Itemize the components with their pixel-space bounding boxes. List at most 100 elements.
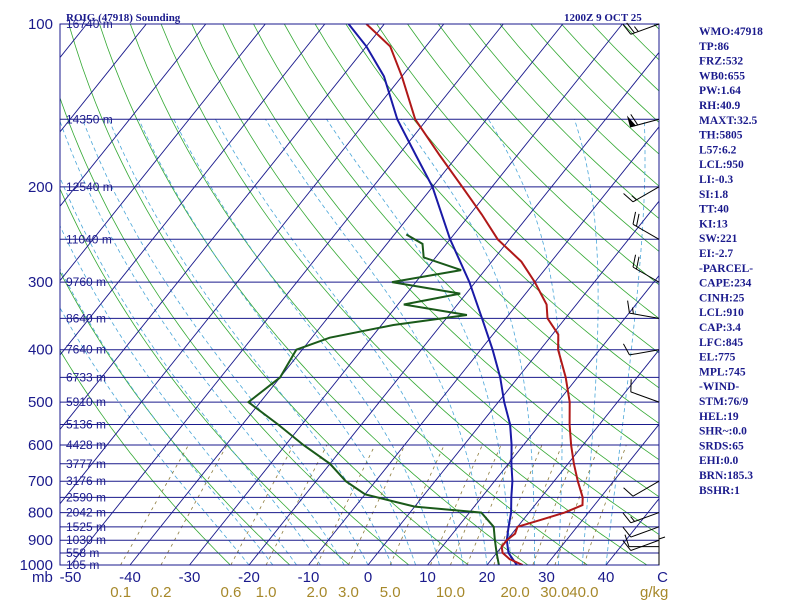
stat-line: KI:13: [699, 218, 728, 230]
wind-barb: [622, 539, 660, 551]
temperature-tick-label: -30: [179, 569, 201, 586]
isotherm-line: [60, 24, 147, 133]
mixing-ratio-lines: [120, 444, 627, 565]
height-label: 8640 m: [66, 311, 106, 325]
wind-barb: [623, 480, 660, 497]
moist-adiabat-line: [108, 119, 393, 565]
pressure-tick-label: 300: [28, 274, 53, 291]
mixing-ratio-tick-label: 40.0: [569, 584, 598, 600]
wind-barb-half: [631, 307, 634, 314]
wind-barb-staff: [629, 349, 660, 356]
height-label: 5910 m: [66, 395, 106, 409]
wind-barb: [622, 343, 660, 356]
dry-adiabat-line: [561, 24, 659, 123]
mixing-ratio-line: [389, 444, 445, 565]
pressure-tick-label: 600: [28, 437, 53, 454]
moist-adiabat-line: [265, 119, 488, 565]
wind-barb: [626, 114, 660, 128]
dewpoint-line: [246, 233, 500, 565]
stat-line: TH:5805: [699, 130, 743, 142]
wind-barb-full: [635, 213, 640, 227]
dry-adiabat-line: [222, 24, 659, 498]
moist-adiabat-line: [60, 268, 274, 565]
isotherm-line: [248, 51, 659, 565]
sounding-profiles: [246, 24, 584, 565]
mixing-ratio-line: [160, 444, 228, 565]
wind-barb-full: [622, 540, 632, 551]
moist-adiabat-line: [82, 119, 369, 565]
stat-line: CINH:25: [699, 292, 745, 304]
isotherm-line: [308, 126, 659, 565]
wind-barb-full: [635, 256, 640, 270]
height-label: 3176 m: [66, 474, 106, 488]
temperature-tick-label: -10: [298, 569, 320, 586]
pressure-tick-label: 1000: [20, 557, 53, 574]
moist-adiabat-line: [605, 119, 646, 565]
wind-barb-full: [627, 300, 630, 314]
wind-barb-flag: [626, 115, 636, 128]
stat-line: L57:6.2: [699, 144, 737, 156]
wind-barb-staff: [630, 526, 660, 538]
stat-line: WMO:47918: [699, 26, 763, 38]
mixing-ratio-tick-label: 20.0: [500, 584, 529, 600]
stat-line: EHI:0.0: [699, 455, 739, 467]
chart-title: ROIG (47918) Sounding: [66, 12, 181, 24]
wind-barb-staff: [632, 186, 660, 203]
wind-barb-full: [630, 114, 639, 126]
mixing-ratio-line: [532, 444, 579, 565]
temperature-tick-label: -50: [60, 569, 82, 586]
isotherm-line: [70, 24, 504, 565]
moist-adiabat-line: [400, 119, 535, 565]
stat-line: FRZ:532: [699, 56, 743, 68]
wind-barb-full: [623, 487, 634, 497]
stat-line: LCL:950: [699, 159, 744, 171]
mixing-ratio-tick-label: 30.0: [540, 584, 569, 600]
dry-adiabat-line: [777, 24, 800, 565]
height-label: 1525 m: [66, 520, 106, 534]
mixing-ratio-line: [316, 444, 376, 565]
moist-adiabat-line: [60, 120, 345, 565]
moist-adiabat-line: [138, 119, 416, 565]
wind-barb-half: [634, 26, 639, 32]
moist-adiabat-line: [326, 119, 512, 565]
isotherm-line: [60, 24, 207, 207]
stat-line: LI:-0.3: [699, 174, 733, 186]
mixing-ratio-line: [430, 444, 483, 565]
stat-line: RH:40.9: [699, 100, 740, 112]
height-label: 558 m: [66, 546, 99, 560]
height-label: 2590 m: [66, 490, 106, 504]
pressure-tick-label: 800: [28, 505, 53, 522]
mixing-ratio-tick-label: 2.0: [307, 584, 328, 600]
wind-barb-full: [622, 526, 632, 538]
plot-frame: [59, 23, 660, 566]
height-label: 2042 m: [66, 506, 106, 520]
isotherm-line: [367, 200, 659, 565]
wind-barb-full: [622, 343, 630, 356]
moist-adiabat-line: [574, 119, 599, 565]
stat-line: SW:221: [699, 233, 738, 245]
mixing-ratio-tick-label: 3.0: [338, 584, 359, 600]
mixing-ratio-tick-label: 10.0: [436, 584, 465, 600]
stat-line: CAP:3.4: [699, 322, 741, 334]
dry-adiabat-line: [746, 24, 800, 565]
pressure-tick-label: 900: [28, 532, 53, 549]
stat-line: STM:76/9: [699, 396, 748, 408]
wind-barb: [627, 300, 660, 319]
chart-date: 1200Z 9 OCT 25: [564, 12, 642, 24]
stat-line: -PARCEL-: [699, 263, 753, 275]
wind-barb-full: [632, 211, 637, 225]
isotherm-line: [129, 24, 564, 565]
pressure-tick-label: 700: [28, 473, 53, 490]
pressure-tick-label: 100: [28, 16, 53, 33]
height-label: 6733 m: [66, 370, 106, 384]
dry-adiabat-line: [60, 187, 350, 565]
temperature-tick-label: 0: [364, 569, 372, 586]
wind-barbs: [622, 22, 666, 565]
height-label: 7640 m: [66, 343, 106, 357]
temperature-tick-label: C: [657, 569, 668, 586]
stat-line: PW:1.64: [699, 85, 741, 97]
wind-barb-full: [622, 512, 632, 524]
mixing-ratio-tick-label: 0.2: [151, 584, 172, 600]
wind-barb-full: [622, 24, 632, 35]
wind-barb: [632, 211, 660, 240]
